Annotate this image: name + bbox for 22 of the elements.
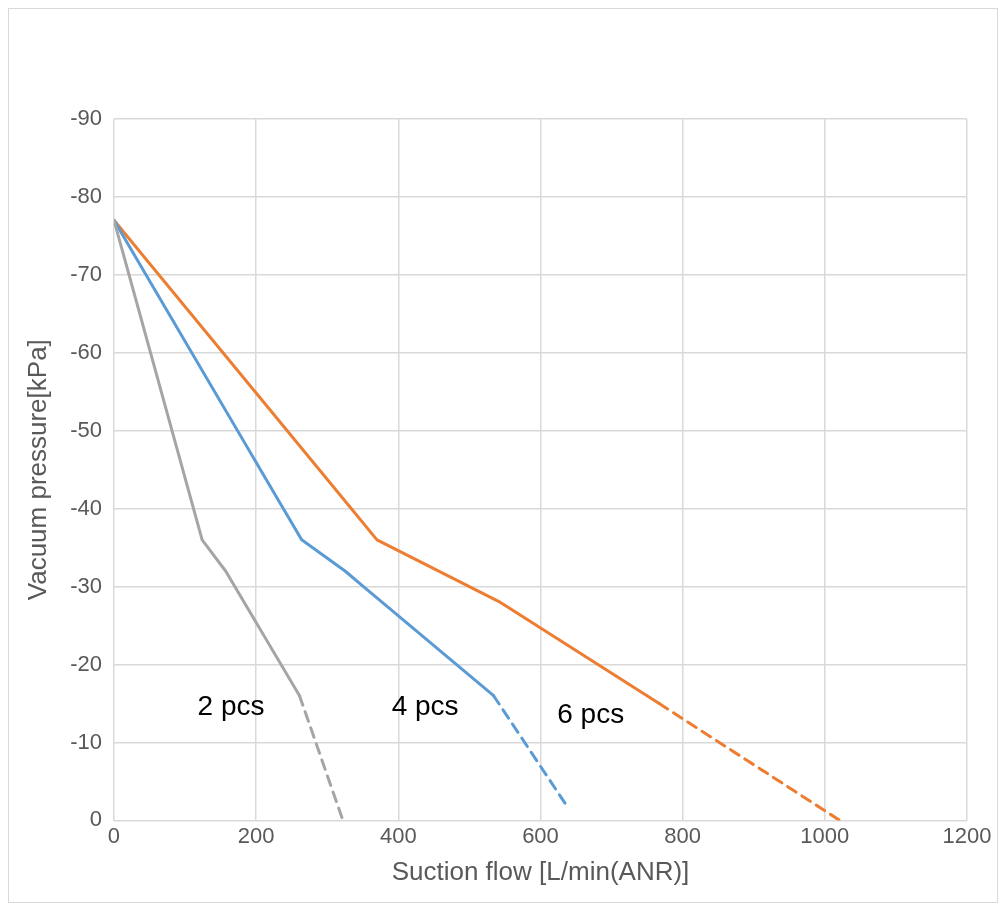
y-tick-label: -50: [70, 416, 102, 442]
y-tick-label: -80: [70, 183, 102, 208]
x-tick-label: 600: [522, 822, 559, 848]
y-tick-label: -60: [70, 338, 102, 364]
x-tick-label: 1200: [942, 822, 992, 848]
y-tick-label: -10: [70, 728, 102, 754]
x-tick-label: 0: [107, 822, 121, 848]
y-tick-label: -90: [70, 105, 102, 131]
x-tick-label: 1000: [800, 822, 850, 848]
series-label: 2 pcs: [197, 690, 265, 722]
y-tick-label: -30: [70, 572, 102, 598]
y-tick-label: 0: [89, 806, 102, 832]
series-label: 4 pcs: [391, 690, 459, 722]
series-label: 6 pcs: [557, 698, 625, 730]
y-tick-label: -40: [70, 494, 102, 520]
x-tick-label: 200: [237, 822, 275, 848]
x-axis-title: Suction flow [L/min(ANR)]: [391, 855, 690, 886]
x-tick-label: 400: [379, 822, 417, 848]
y-axis-title: Vacuum pressure[kPa]: [21, 339, 52, 601]
y-tick-label: -70: [70, 260, 102, 286]
x-tick-label: 800: [664, 822, 702, 848]
y-tick-label: -20: [70, 650, 102, 676]
